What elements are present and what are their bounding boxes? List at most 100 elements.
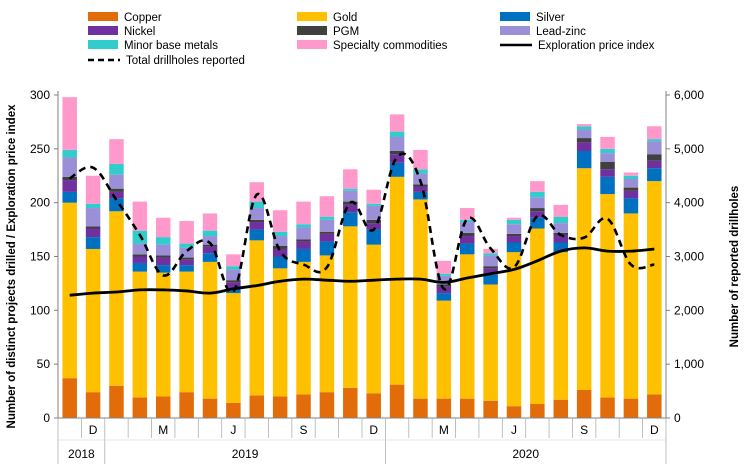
bar-lead-zinc-11	[319, 219, 335, 232]
bar-copper-0	[62, 378, 77, 418]
bar-nickel-13	[366, 223, 381, 230]
y-tick-label-left-2: 100	[30, 303, 50, 317]
bar-silver-3	[132, 262, 148, 272]
bar-specialty-commodities-16	[436, 260, 452, 274]
bar-nickel-11	[319, 233, 335, 242]
bar-nickel-3	[132, 256, 148, 263]
bar-pgm-20	[530, 208, 545, 212]
y-axis-title-right: Number of reported drillholes	[729, 186, 741, 348]
bar-silver-17	[459, 243, 475, 255]
bar-pgm-10	[296, 239, 311, 242]
y-tick-label-right-5: 5,000	[674, 142, 704, 156]
legend-swatch-6	[88, 40, 118, 49]
bar-lead-zinc-24	[623, 178, 639, 188]
bar-pgm-8	[249, 219, 265, 223]
bar-nickel-25	[647, 160, 662, 169]
bar-pgm-16	[436, 284, 452, 287]
bar-lead-zinc-9	[272, 236, 288, 246]
bar-minor-base-metals-22	[576, 126, 592, 130]
line-total-drillholes-reported	[69, 152, 655, 294]
x-tick-label-5: M	[439, 423, 449, 437]
bar-copper-20	[530, 404, 545, 418]
bar-nickel-10	[296, 241, 311, 249]
bar-nickel-12	[343, 204, 358, 213]
bar-nickel-21	[553, 234, 569, 243]
bar-gold-25	[647, 181, 662, 395]
bar-pgm-2	[109, 188, 124, 192]
bar-copper-1	[85, 392, 101, 418]
legend-label-0: Copper	[124, 12, 162, 24]
bar-nickel-24	[623, 190, 639, 199]
chart-legend: Copper Gold Silver Nickel PGM Lead-zinc Minor …	[88, 12, 655, 67]
bar-specialty-commodities-18	[483, 248, 498, 254]
bar-minor-base-metals-16	[436, 273, 452, 276]
bar-minor-base-metals-20	[530, 191, 545, 198]
bar-minor-base-metals-18	[483, 253, 498, 256]
y-tick-label-left-1: 50	[37, 357, 51, 371]
legend-label-6: Minor base metals	[124, 40, 218, 52]
y-axis-title-left: Number of distinct projects drilled / Ex…	[6, 104, 18, 429]
bar-minor-base-metals-14	[389, 131, 405, 137]
bar-silver-10	[296, 248, 311, 262]
bar-pgm-12	[343, 201, 358, 205]
bar-copper-23	[600, 397, 615, 418]
bar-silver-8	[249, 229, 265, 241]
bar-nickel-15	[413, 186, 428, 192]
bar-gold-17	[459, 254, 475, 399]
bar-gold-24	[623, 213, 639, 399]
bar-gold-1	[85, 248, 101, 393]
bar-minor-base-metals-8	[249, 201, 265, 209]
bar-lead-zinc-6	[202, 236, 218, 245]
bar-gold-20	[530, 228, 545, 405]
bar-pgm-5	[179, 257, 194, 260]
bar-specialty-commodities-9	[272, 210, 288, 232]
bar-lead-zinc-18	[483, 255, 498, 267]
y-tick-label-left-0: 0	[43, 411, 50, 425]
bar-minor-base-metals-4	[155, 237, 171, 245]
bar-lead-zinc-22	[576, 129, 592, 139]
line-exploration-price-index	[69, 246, 655, 297]
bar-pgm-1	[85, 226, 101, 229]
bar-silver-5	[179, 265, 194, 272]
legend-label-line-1: Exploration price index	[538, 40, 655, 52]
y-tick-label-right-4: 4,000	[674, 196, 704, 210]
bar-gold-23	[600, 194, 615, 398]
bar-pgm-13	[366, 219, 381, 224]
bar-minor-base-metals-15	[413, 169, 428, 174]
bar-gold-2	[109, 211, 124, 386]
bar-copper-2	[109, 385, 124, 418]
bar-silver-12	[343, 212, 358, 227]
bar-lead-zinc-8	[249, 208, 265, 220]
bar-nickel-18	[483, 268, 498, 275]
bar-copper-11	[319, 392, 335, 418]
bar-pgm-6	[202, 244, 218, 247]
bar-nickel-5	[179, 259, 194, 266]
y-tick-label-left-6: 300	[30, 88, 50, 102]
bar-silver-23	[600, 176, 615, 195]
bar-specialty-commodities-2	[109, 139, 124, 164]
year-label-1: 2019	[232, 447, 259, 461]
bar-silver-1	[85, 237, 101, 249]
bar-copper-4	[155, 396, 171, 418]
bar-gold-13	[366, 244, 381, 394]
bar-minor-base-metals-25	[647, 139, 662, 142]
bar-pgm-11	[319, 231, 335, 234]
bar-specialty-commodities-11	[319, 196, 335, 217]
legend-swatch-4	[297, 26, 327, 35]
x-tick-label-8: D	[650, 423, 659, 437]
bar-silver-18	[483, 274, 498, 285]
bar-lead-zinc-14	[389, 136, 405, 151]
y-tick-label-right-2: 2,000	[674, 303, 704, 317]
bar-copper-12	[343, 387, 358, 418]
bar-pgm-3	[132, 254, 148, 257]
bar-lead-zinc-2	[109, 174, 124, 189]
legend-swatch-7	[297, 40, 327, 49]
year-label-0: 2018	[68, 447, 95, 461]
bar-lead-zinc-4	[155, 244, 171, 256]
bar-gold-4	[155, 272, 171, 397]
bar-copper-5	[179, 392, 194, 418]
x-tick-label-3: S	[300, 423, 308, 437]
bar-minor-base-metals-19	[506, 219, 522, 225]
bar-lead-zinc-25	[647, 141, 662, 155]
